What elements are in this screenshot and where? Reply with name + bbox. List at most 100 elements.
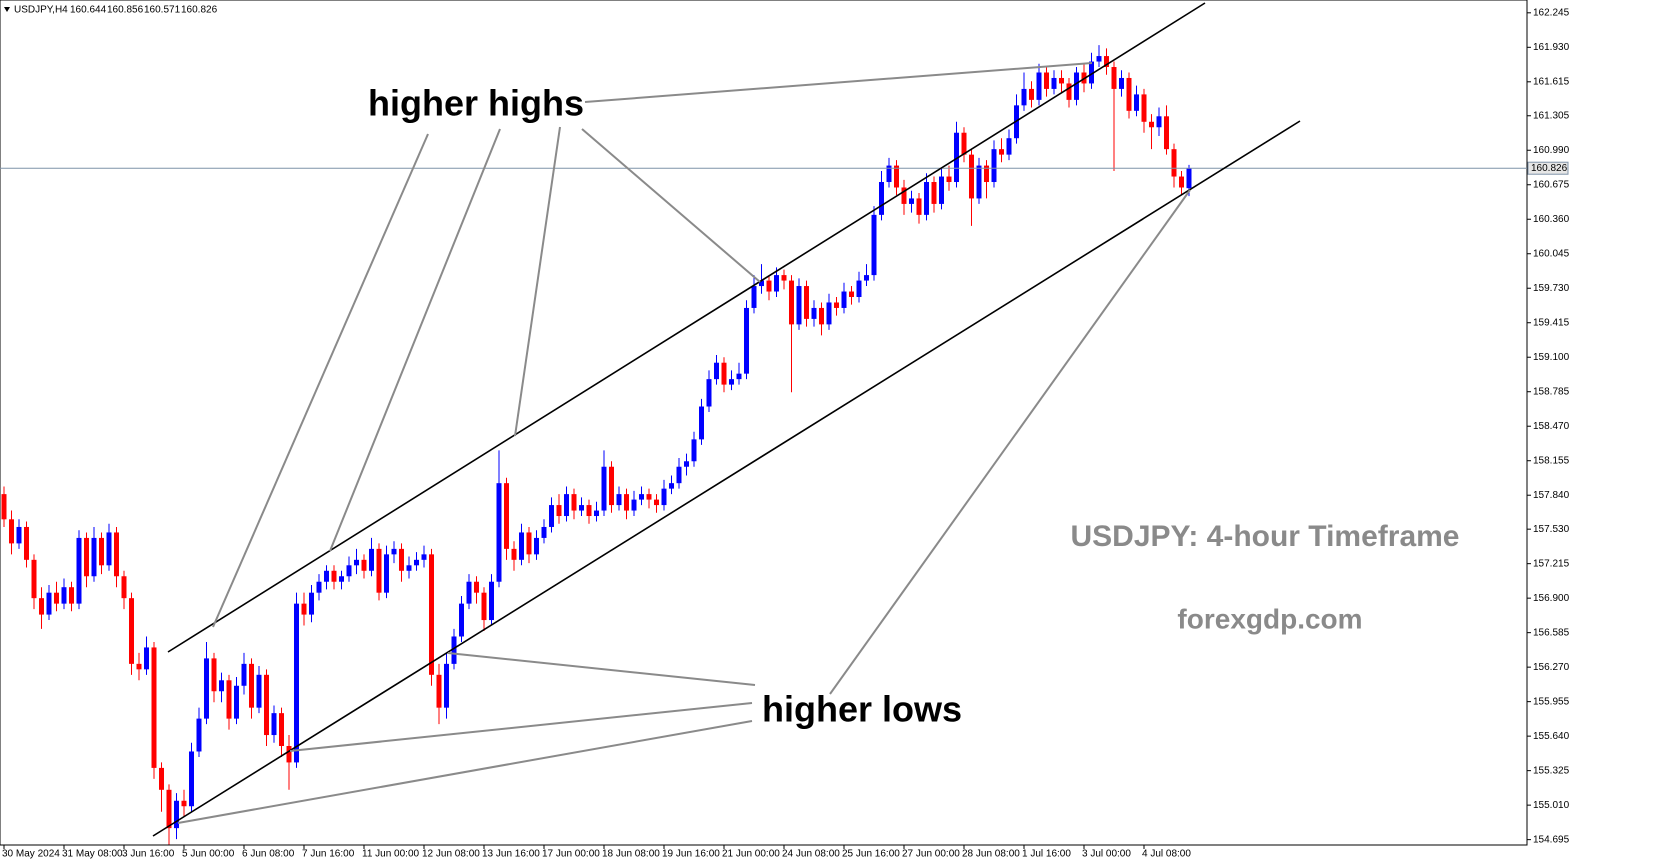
candle-body — [99, 537, 104, 566]
y-tick-label: 158.470 — [1533, 421, 1570, 432]
x-tick-label: 3 Jul 00:00 — [1082, 849, 1131, 860]
candle-body — [346, 565, 352, 577]
candle-body — [54, 592, 59, 604]
pointer-line — [584, 62, 1093, 103]
candle-body — [121, 576, 127, 599]
candle-body — [249, 663, 254, 708]
candle-body — [69, 587, 74, 604]
candle-body — [616, 494, 622, 506]
x-tick-label: 27 Jun 00:00 — [902, 849, 960, 860]
candle-body — [1104, 56, 1109, 68]
candle-body — [1021, 88, 1027, 106]
y-tick-label: 161.615 — [1533, 76, 1570, 87]
candle-body — [1179, 176, 1184, 188]
candle-body — [256, 674, 262, 708]
candle-body — [1074, 72, 1079, 100]
candle-body — [646, 494, 652, 500]
candle-body — [909, 198, 914, 204]
y-tick-label: 156.900 — [1533, 593, 1570, 604]
pointer-line — [514, 126, 561, 437]
candle-body — [961, 132, 967, 155]
x-tick-label: 6 Jun 08:00 — [242, 849, 295, 860]
candle-body — [721, 362, 727, 385]
y-tick-label: 155.010 — [1533, 800, 1570, 811]
candle-body — [84, 537, 89, 577]
candle-body — [144, 647, 149, 670]
candle-body — [211, 658, 217, 692]
candle-body — [234, 685, 239, 719]
candle-body — [699, 406, 704, 440]
candle-body — [1096, 56, 1102, 62]
candle-body — [751, 286, 757, 308]
y-tick-label: 159.415 — [1533, 317, 1570, 328]
candle-body — [1126, 77, 1132, 111]
y-tick-label: 161.930 — [1533, 42, 1570, 53]
candle-body — [481, 592, 487, 621]
y-tick-label: 155.640 — [1533, 731, 1570, 742]
candle-body — [901, 187, 907, 204]
candle-body — [406, 565, 412, 571]
candle-body — [286, 746, 292, 763]
candle-body — [129, 598, 134, 664]
candle-body — [871, 214, 877, 276]
x-tick-label: 25 Jun 16:00 — [842, 849, 900, 860]
candle-body — [421, 554, 427, 560]
candle-body — [399, 548, 404, 571]
candle-body — [1059, 77, 1064, 84]
candle-body — [9, 519, 14, 544]
annotations: higher highs higher lows USDJPY: 4-hour … — [152, 2, 1460, 837]
candle-body — [264, 674, 269, 736]
y-tick-label: 155.955 — [1533, 696, 1570, 707]
candle-body — [31, 559, 37, 599]
candle-body — [729, 379, 734, 385]
candle-body — [39, 598, 44, 615]
x-tick-label: 21 Jun 00:00 — [722, 849, 780, 860]
y-tick-label: 157.840 — [1533, 490, 1570, 501]
candle-body — [114, 532, 119, 577]
x-tick-label: 28 Jun 08:00 — [962, 849, 1020, 860]
y-tick-label: 155.325 — [1533, 765, 1570, 776]
current-price-box — [1527, 161, 1569, 175]
y-tick-label: 157.215 — [1533, 558, 1570, 569]
candle-body — [1029, 88, 1034, 100]
candle-body — [804, 286, 809, 319]
candle-body — [489, 581, 494, 621]
candle-body — [196, 718, 202, 752]
candle-body — [1171, 149, 1177, 177]
candle-body — [1, 494, 7, 520]
y-tick-label: 160.990 — [1533, 145, 1570, 156]
annotation-higher-highs: higher highs — [368, 83, 584, 124]
candle-body — [541, 526, 547, 538]
pointer-line — [581, 128, 761, 283]
candle-body — [219, 680, 224, 692]
candle-body — [609, 466, 614, 506]
candle-body — [849, 291, 854, 297]
candle-body — [774, 275, 779, 292]
candle-body — [864, 275, 869, 281]
lower-trendline — [152, 120, 1301, 837]
candle-body — [601, 466, 607, 511]
pointer-line — [289, 702, 753, 752]
candle-body — [504, 483, 509, 549]
candle-body — [759, 280, 764, 287]
candle-body — [24, 526, 29, 560]
candle-body — [496, 483, 502, 582]
candle-body — [361, 559, 367, 571]
candle-body — [639, 494, 644, 500]
watermark-title: USDJPY: 4-hour Timeframe — [1071, 520, 1460, 553]
candle-body — [586, 505, 592, 517]
candle-body — [16, 526, 22, 544]
candle-body — [1134, 94, 1139, 111]
y-tick-label: 162.245 — [1533, 7, 1570, 18]
candle-body — [331, 570, 337, 582]
ohlc-open: 160.644 — [70, 5, 107, 16]
candle-body — [571, 494, 577, 511]
candle-body — [684, 461, 689, 467]
candle-body — [931, 182, 937, 204]
candle-body — [76, 537, 82, 604]
menu-icon[interactable] — [4, 7, 10, 12]
candle-body — [316, 581, 322, 593]
candle-body — [1149, 121, 1154, 128]
x-tick-label: 13 Jun 16:00 — [482, 849, 540, 860]
